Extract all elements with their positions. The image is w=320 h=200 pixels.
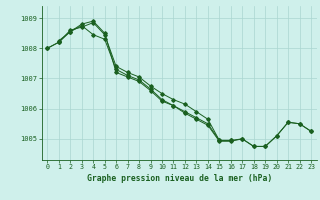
X-axis label: Graphe pression niveau de la mer (hPa): Graphe pression niveau de la mer (hPa) bbox=[87, 174, 272, 183]
